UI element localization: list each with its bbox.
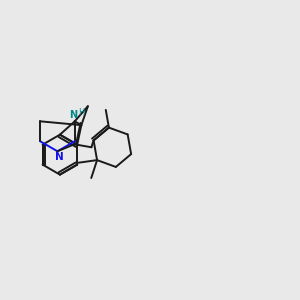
Text: N: N bbox=[55, 152, 64, 162]
Text: N: N bbox=[69, 110, 77, 120]
Text: H: H bbox=[78, 107, 84, 116]
